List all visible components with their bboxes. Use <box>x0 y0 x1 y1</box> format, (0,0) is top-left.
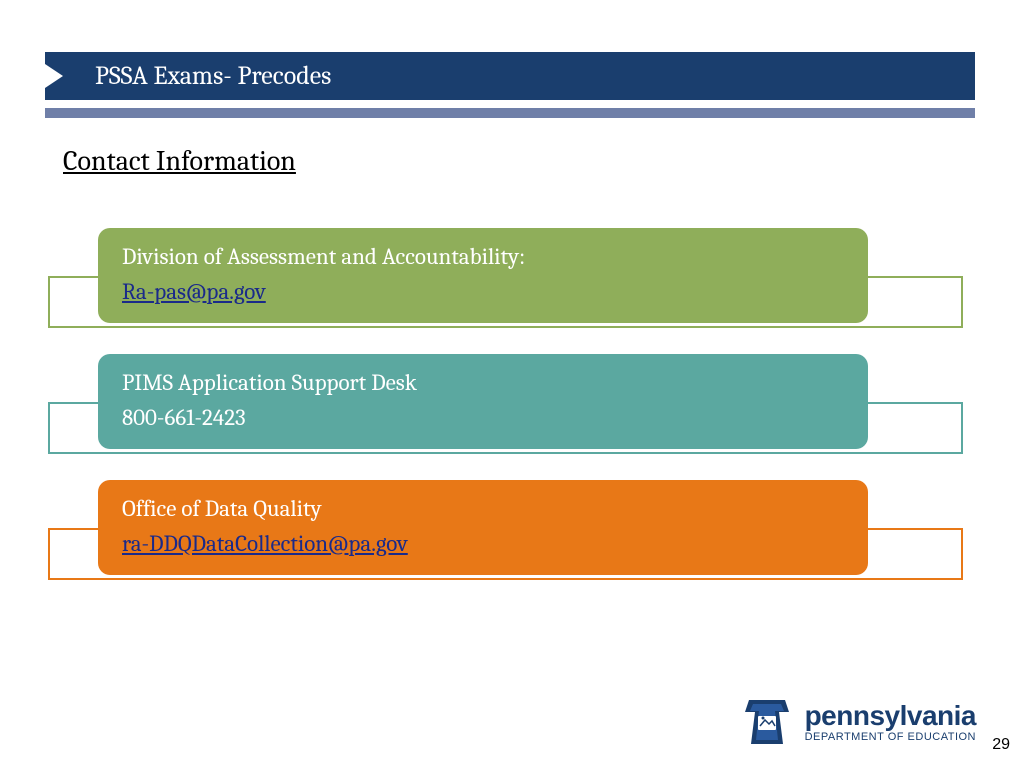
page-number: 29 <box>992 736 1010 754</box>
contact-value-link[interactable]: Ra-pas@pa.gov <box>122 275 844 310</box>
keystone-shield-icon <box>739 696 795 748</box>
contact-card: Division of Assessment and Accountabilit… <box>98 228 868 323</box>
section-heading: Contact Information <box>63 145 296 177</box>
contact-label: Division of Assessment and Accountabilit… <box>122 240 844 275</box>
page-title: PSSA Exams- Precodes <box>95 61 331 91</box>
title-arrow-icon <box>45 64 63 88</box>
contact-label: Office of Data Quality <box>122 492 844 527</box>
logo-sub-text: DEPARTMENT OF EDUCATION <box>805 732 976 743</box>
logo-text: pennsylvania DEPARTMENT OF EDUCATION <box>805 702 976 743</box>
contact-card: PIMS Application Support Desk 800-661-24… <box>98 354 868 449</box>
contact-card: Office of Data Quality ra-DDQDataCollect… <box>98 480 868 575</box>
logo-main-text: pennsylvania <box>805 702 976 730</box>
title-subbar <box>45 108 975 118</box>
footer-logo: pennsylvania DEPARTMENT OF EDUCATION <box>739 696 976 748</box>
contact-value: 800-661-2423 <box>122 401 844 436</box>
contact-label: PIMS Application Support Desk <box>122 366 844 401</box>
title-bar: PSSA Exams- Precodes <box>45 52 975 100</box>
contact-value-link[interactable]: ra-DDQDataCollection@pa.gov <box>122 527 844 562</box>
